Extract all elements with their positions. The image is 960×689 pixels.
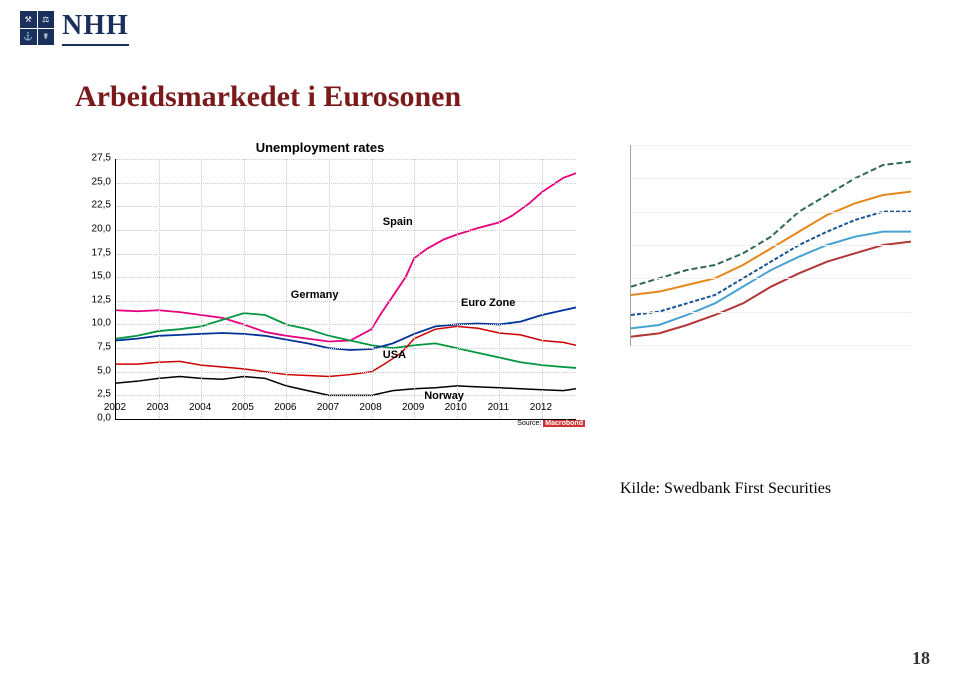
series-label-spain: Spain <box>383 216 413 228</box>
secondary-chart <box>600 145 940 395</box>
chart-source: Source: Macrobond <box>517 420 585 427</box>
xtick: 2004 <box>189 402 211 413</box>
logo-badge: ⚒⚖⚓☤ <box>20 11 54 45</box>
xtick: 2008 <box>359 402 381 413</box>
nhh-logo: ⚒⚖⚓☤ NHH <box>20 10 129 46</box>
xtick: 2011 <box>488 402 510 413</box>
ytick: 27,5 <box>81 153 111 164</box>
series-label-usa: USA <box>383 349 406 361</box>
ytick: 22,5 <box>81 200 111 211</box>
xtick: 2003 <box>146 402 168 413</box>
xtick: 2006 <box>274 402 296 413</box>
source-attribution: Kilde: Swedbank First Securities <box>620 480 831 498</box>
logo-text: NHH <box>62 10 129 46</box>
xtick: 2009 <box>402 402 424 413</box>
debt-plot <box>630 145 911 346</box>
chart-title: Unemployment rates <box>55 140 585 155</box>
ytick: 15,0 <box>81 271 111 282</box>
plot-area: Spain Germany Euro Zone USA Norway <box>115 159 576 420</box>
page-title: Arbeidsmarkedet i Eurosonen <box>75 80 461 114</box>
xtick: 2007 <box>317 402 339 413</box>
ytick: 2,5 <box>81 389 111 400</box>
source-label: Source: <box>517 420 541 427</box>
ytick: 20,0 <box>81 223 111 234</box>
xtick: 2002 <box>104 402 126 413</box>
ytick: 17,5 <box>81 247 111 258</box>
xtick: 2010 <box>445 402 467 413</box>
xtick: 2012 <box>530 402 552 413</box>
page-number: 18 <box>912 648 930 669</box>
ytick: 0,0 <box>81 413 111 424</box>
ytick: 5,0 <box>81 365 111 376</box>
ytick: 10,0 <box>81 318 111 329</box>
ytick: 7,5 <box>81 342 111 353</box>
ytick: 12,5 <box>81 294 111 305</box>
xtick: 2005 <box>232 402 254 413</box>
series-label-germany: Germany <box>291 289 339 301</box>
series-label-euro-zone: Euro Zone <box>461 297 515 309</box>
unemployment-chart: Unemployment rates Unemployment rate, pe… <box>55 140 585 460</box>
source-brand: Macrobond <box>543 420 585 427</box>
ytick: 25,0 <box>81 176 111 187</box>
series-label-norway: Norway <box>424 390 464 402</box>
